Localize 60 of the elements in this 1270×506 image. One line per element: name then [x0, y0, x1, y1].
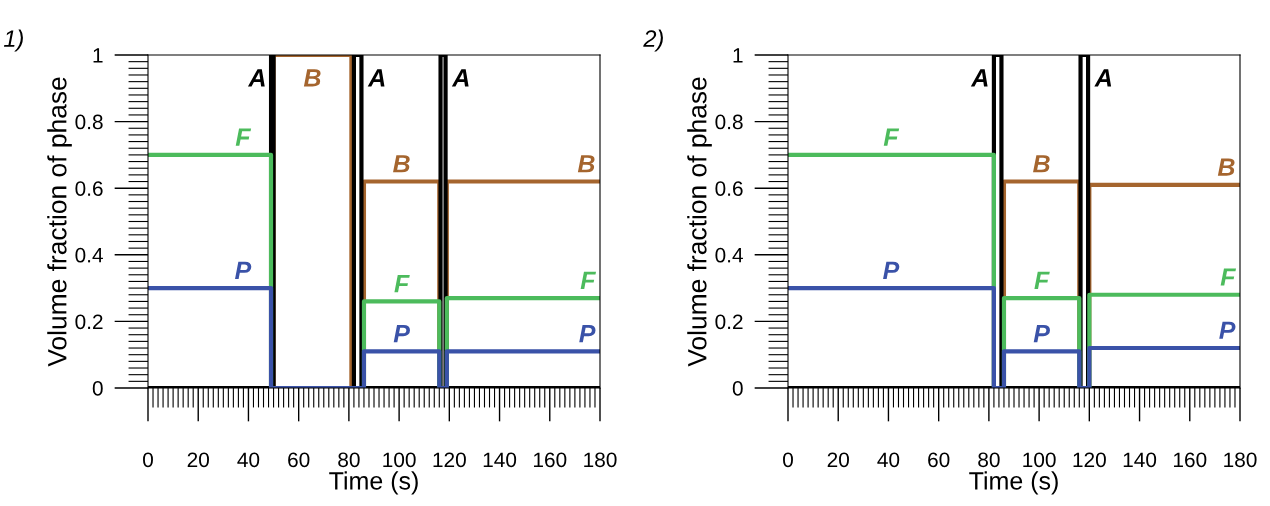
- y-tick-label: 0.4: [75, 247, 103, 263]
- y-tick-label: 1: [93, 48, 103, 63]
- y-axis-title: Volume fraction of phase: [687, 77, 712, 367]
- text: A: [970, 69, 988, 87]
- series-label: F: [580, 271, 597, 289]
- x-axis-title: Time (s): [329, 471, 418, 495]
- text: P: [1219, 321, 1236, 339]
- x-tick-label: 140: [1123, 452, 1157, 468]
- text: F: [1220, 268, 1237, 286]
- x-tick-label: 160: [1173, 452, 1207, 468]
- series-label: B: [1033, 155, 1050, 173]
- text: B: [577, 155, 595, 173]
- x-tick-label: 80: [978, 452, 1000, 468]
- x-tick-label: 40: [237, 452, 260, 468]
- y-tick-label: 0.2: [75, 314, 103, 330]
- text: B: [303, 69, 321, 87]
- series-label: B: [393, 155, 410, 173]
- text: B: [1217, 158, 1235, 176]
- x-tick-label: 140: [483, 452, 517, 468]
- y-tick-label: 0.2: [715, 314, 743, 330]
- text: F: [235, 128, 252, 146]
- text: A: [247, 69, 265, 87]
- x-tick-label: 60: [928, 452, 950, 468]
- chart-title: 2): [643, 29, 663, 52]
- x-tick-label: 100: [383, 452, 416, 468]
- x-tick-label: 60: [288, 452, 310, 468]
- text: F: [394, 275, 410, 293]
- text: P: [579, 324, 596, 343]
- text: F: [883, 128, 900, 146]
- y-tick-label: 0: [92, 381, 103, 396]
- y-tick-label: 0.8: [715, 114, 743, 130]
- y-tick-label: 1: [733, 48, 743, 63]
- x-axis-title: Time (s): [969, 471, 1058, 495]
- x-tick-label: 120: [433, 452, 466, 468]
- series-label: P: [883, 261, 900, 279]
- series-label: A: [451, 69, 469, 87]
- y-tick-label: 0.6: [715, 181, 743, 196]
- series-label: F: [1034, 271, 1050, 289]
- chart-title: 1): [3, 29, 23, 52]
- x-tick-label: 80: [338, 452, 360, 468]
- x-tick-label: 100: [1023, 452, 1056, 468]
- series-label: A: [1094, 69, 1112, 87]
- x-tick-label: 120: [1073, 452, 1106, 468]
- y-tick-label: 0.4: [715, 247, 743, 263]
- x-tick-label: 20: [827, 452, 849, 468]
- y-tick-label: 0: [732, 381, 743, 396]
- x-tick-label: 40: [877, 452, 900, 468]
- series-label: P: [235, 261, 252, 279]
- x-tick-label: 160: [533, 452, 567, 468]
- text: P: [1033, 324, 1050, 343]
- x-tick-label: 180: [584, 452, 617, 468]
- x-tick-label: 20: [187, 452, 209, 468]
- text: P: [393, 324, 410, 343]
- x-tick-label: 180: [1224, 452, 1257, 468]
- x-tick-label: 0: [783, 452, 793, 468]
- y-tick-label: 0.6: [75, 181, 103, 196]
- x-tick-label: 0: [143, 452, 153, 468]
- y-axis-title: Volume fraction of phase: [47, 77, 72, 367]
- y-tick-label: 0.8: [75, 114, 103, 130]
- text: A: [367, 69, 385, 87]
